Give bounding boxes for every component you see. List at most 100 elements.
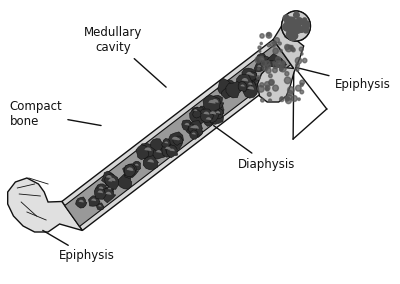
Circle shape xyxy=(268,64,271,68)
Circle shape xyxy=(301,28,304,31)
Circle shape xyxy=(267,44,270,47)
Circle shape xyxy=(301,28,304,31)
Polygon shape xyxy=(98,187,104,189)
Polygon shape xyxy=(184,123,190,126)
Polygon shape xyxy=(256,53,268,65)
Circle shape xyxy=(274,38,280,43)
Circle shape xyxy=(288,24,295,31)
Circle shape xyxy=(292,32,296,36)
Polygon shape xyxy=(267,54,283,70)
Circle shape xyxy=(276,57,281,62)
Circle shape xyxy=(303,27,308,33)
Polygon shape xyxy=(76,197,87,208)
Circle shape xyxy=(288,91,293,96)
Polygon shape xyxy=(188,124,197,133)
Circle shape xyxy=(260,83,264,87)
Polygon shape xyxy=(123,164,138,178)
Polygon shape xyxy=(143,155,158,170)
Circle shape xyxy=(303,27,308,33)
Circle shape xyxy=(261,98,264,102)
Polygon shape xyxy=(153,146,165,159)
Polygon shape xyxy=(242,78,248,82)
Circle shape xyxy=(293,29,296,32)
Circle shape xyxy=(293,21,299,28)
Circle shape xyxy=(292,37,295,40)
Circle shape xyxy=(273,61,275,64)
Circle shape xyxy=(290,20,298,28)
Circle shape xyxy=(285,32,290,38)
Circle shape xyxy=(266,68,271,73)
Circle shape xyxy=(291,45,293,48)
Circle shape xyxy=(288,22,297,31)
Circle shape xyxy=(293,22,298,26)
Circle shape xyxy=(289,23,296,31)
Polygon shape xyxy=(144,147,152,151)
Polygon shape xyxy=(247,86,254,90)
Text: Epiphysis: Epiphysis xyxy=(293,67,390,91)
Circle shape xyxy=(290,36,294,41)
Polygon shape xyxy=(95,184,106,195)
Circle shape xyxy=(300,28,304,32)
Circle shape xyxy=(296,63,299,67)
Polygon shape xyxy=(168,148,171,150)
Polygon shape xyxy=(266,60,277,73)
Polygon shape xyxy=(65,43,291,226)
Circle shape xyxy=(300,80,304,85)
Polygon shape xyxy=(246,72,252,75)
Polygon shape xyxy=(108,179,112,182)
Circle shape xyxy=(269,74,272,78)
Circle shape xyxy=(303,58,307,63)
Polygon shape xyxy=(259,57,264,60)
Circle shape xyxy=(300,90,304,94)
Circle shape xyxy=(302,22,309,29)
Polygon shape xyxy=(172,137,179,140)
Polygon shape xyxy=(135,164,139,166)
Polygon shape xyxy=(105,176,115,186)
Polygon shape xyxy=(136,145,148,160)
Polygon shape xyxy=(102,171,116,185)
Circle shape xyxy=(299,36,304,40)
Circle shape xyxy=(289,28,297,36)
Circle shape xyxy=(290,22,296,28)
Circle shape xyxy=(286,30,294,38)
Circle shape xyxy=(265,61,270,65)
Circle shape xyxy=(292,21,300,30)
Circle shape xyxy=(273,85,278,91)
Circle shape xyxy=(292,35,295,39)
Circle shape xyxy=(303,21,309,27)
Polygon shape xyxy=(192,125,199,129)
Circle shape xyxy=(288,45,292,49)
Circle shape xyxy=(258,85,264,92)
Circle shape xyxy=(284,23,292,31)
Polygon shape xyxy=(164,141,168,143)
Circle shape xyxy=(286,95,292,100)
Circle shape xyxy=(285,17,293,26)
Polygon shape xyxy=(186,121,202,137)
Circle shape xyxy=(257,76,260,79)
Circle shape xyxy=(280,66,284,70)
Circle shape xyxy=(269,79,274,85)
Circle shape xyxy=(290,22,296,28)
Polygon shape xyxy=(203,95,221,112)
Polygon shape xyxy=(208,109,224,124)
Circle shape xyxy=(259,56,264,61)
Circle shape xyxy=(291,47,294,51)
Polygon shape xyxy=(147,159,154,163)
Polygon shape xyxy=(88,196,100,206)
Polygon shape xyxy=(203,112,210,115)
Polygon shape xyxy=(168,132,184,150)
Circle shape xyxy=(288,22,297,31)
Polygon shape xyxy=(108,188,112,189)
Circle shape xyxy=(284,34,288,37)
Circle shape xyxy=(281,97,283,99)
Text: Compact
bone: Compact bone xyxy=(10,100,101,128)
Circle shape xyxy=(295,57,302,64)
Circle shape xyxy=(267,92,271,96)
Circle shape xyxy=(285,17,293,26)
Polygon shape xyxy=(193,110,202,118)
Circle shape xyxy=(302,18,307,22)
Circle shape xyxy=(270,42,276,47)
Circle shape xyxy=(288,32,296,41)
Circle shape xyxy=(296,85,301,91)
Circle shape xyxy=(299,21,302,25)
